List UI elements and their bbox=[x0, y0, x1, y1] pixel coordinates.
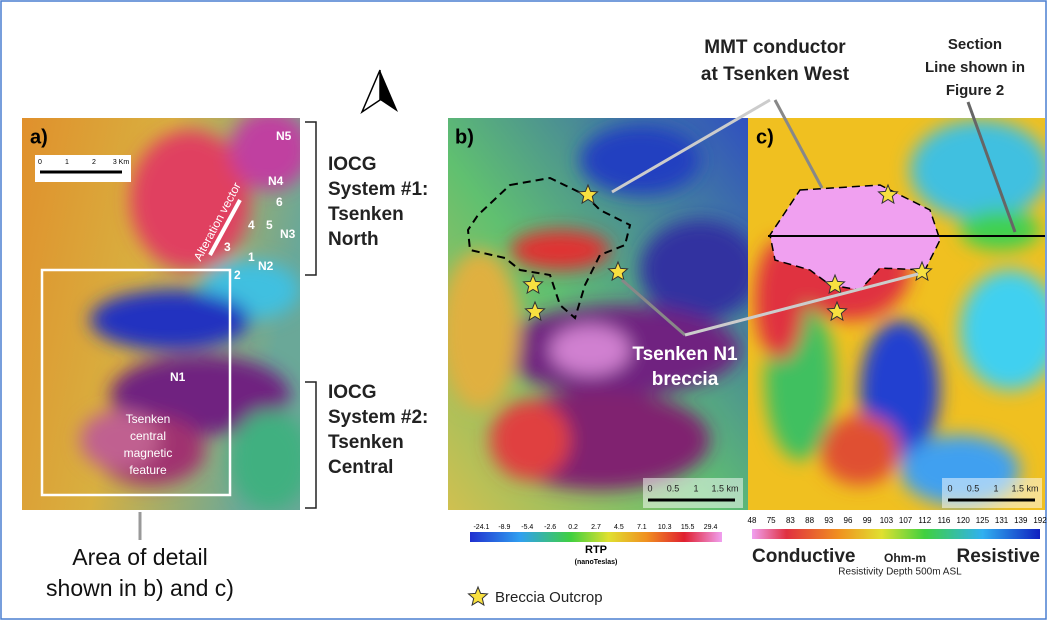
res-ticks: 48 75 83 88 93 96 99 103 107 112 116 120 125 131 139 19… bbox=[748, 516, 1047, 525]
map-b bbox=[440, 118, 760, 510]
callout-line: MMT conductor bbox=[704, 37, 846, 58]
callout-line: North bbox=[328, 229, 379, 250]
target-label: N3 bbox=[280, 227, 296, 241]
res-tick-label: 96 bbox=[844, 516, 853, 525]
breccia-legend: Breccia Outcrop bbox=[495, 589, 603, 606]
rtp-colorbar bbox=[470, 532, 722, 542]
res-tick-label: 93 bbox=[824, 516, 833, 525]
feature-line: central bbox=[130, 429, 166, 443]
scale-label: 1 bbox=[65, 159, 69, 166]
rtp-unit: (nanoTeslas) bbox=[575, 559, 618, 566]
res-unit: Ohm-m bbox=[884, 551, 926, 565]
res-tick-label: 139 bbox=[1014, 516, 1028, 525]
callout-line: at Tsenken West bbox=[701, 64, 850, 85]
res-tick-label: 131 bbox=[995, 516, 1009, 525]
scale-label: 0 bbox=[647, 483, 652, 493]
callout-line: breccia bbox=[652, 369, 719, 390]
section-callout: Section Line shown in Figure 2 bbox=[925, 36, 1025, 99]
drill-hole: 5 bbox=[266, 218, 273, 232]
res-tick-label: 116 bbox=[938, 516, 951, 525]
area-callout: Area of detail shown in b) and c) bbox=[46, 544, 234, 601]
res-tick-label: 112 bbox=[918, 516, 931, 525]
res-tick-label: 192 bbox=[1033, 516, 1047, 525]
callout-line: Tsenken bbox=[328, 432, 404, 453]
callout-line: Line shown in bbox=[925, 59, 1025, 76]
scale-label: 0.5 bbox=[667, 483, 680, 493]
res-tick-label: 103 bbox=[880, 516, 894, 525]
scale-label: 1 bbox=[693, 483, 698, 493]
res-tick-label: 99 bbox=[863, 516, 872, 525]
drill-hole: 6 bbox=[276, 195, 283, 209]
system1-callout: IOCG System #1: Tsenken North bbox=[328, 154, 428, 250]
rtp-tick-label: -8.9 bbox=[498, 524, 510, 531]
star bbox=[469, 587, 488, 605]
feature-line: feature bbox=[129, 463, 167, 477]
figure: a) 0 1 2 3 Km N5 N4 N3 N2 N1 6 5 4 3 1 2… bbox=[0, 0, 1047, 620]
res-high: Resistive bbox=[957, 546, 1040, 567]
rtp-tick-label: 2.7 bbox=[591, 524, 601, 531]
callout-line: Tsenken bbox=[328, 204, 404, 225]
scale-label: 1.5 km bbox=[711, 483, 738, 493]
callout-line: shown in b) and c) bbox=[46, 575, 234, 601]
rtp-tick-label: 7.1 bbox=[637, 524, 647, 531]
rtp-tick-label: 15.5 bbox=[681, 524, 695, 531]
res-tick-label: 107 bbox=[899, 516, 913, 525]
res-colorbar bbox=[752, 529, 1040, 539]
scale-label: 2 bbox=[92, 159, 96, 166]
scale-label: 0 bbox=[947, 483, 952, 493]
mmt-callout: MMT conductor at Tsenken West bbox=[701, 37, 850, 85]
callout-line: IOCG bbox=[328, 154, 377, 175]
rtp-tick-label: 10.3 bbox=[658, 524, 672, 531]
rtp-tick-label: 29.4 bbox=[704, 524, 718, 531]
target-label: N2 bbox=[258, 259, 274, 273]
res-tick-label: 125 bbox=[976, 516, 990, 525]
target-label: N4 bbox=[268, 174, 284, 188]
rtp-tick-label: 4.5 bbox=[614, 524, 624, 531]
rtp-tick-label: -2.6 bbox=[544, 524, 556, 531]
rtp-tick-label: -24.1 bbox=[473, 524, 489, 531]
drill-hole: 1 bbox=[248, 250, 255, 264]
map-c bbox=[748, 118, 1047, 510]
feature-line: Tsenken bbox=[126, 412, 171, 426]
panel-label: c) bbox=[756, 126, 774, 148]
callout-line: Central bbox=[328, 457, 393, 478]
north-arrow bbox=[362, 70, 398, 112]
res-caption: Resistivity Depth 500m ASL bbox=[838, 567, 962, 578]
panel-label: b) bbox=[455, 126, 474, 148]
scale-label: 0.5 bbox=[967, 483, 980, 493]
callout-line: Area of detail bbox=[72, 544, 208, 570]
panel-label: a) bbox=[30, 126, 48, 148]
system2-callout: IOCG System #2: Tsenken Central bbox=[328, 382, 428, 478]
callout-line: Figure 2 bbox=[946, 82, 1004, 99]
rtp-ticks: -24.1 -8.9 -5.4 -2.6 0.2 2.7 4.5 7.1 10.3 15.5 29.… bbox=[473, 524, 717, 531]
res-tick-label: 75 bbox=[767, 516, 776, 525]
rtp-title: RTP bbox=[585, 544, 607, 556]
drill-hole: 3 bbox=[224, 240, 231, 254]
scale-label: 3 Km bbox=[113, 159, 130, 166]
res-tick-label: 48 bbox=[748, 516, 757, 525]
drill-hole: 4 bbox=[248, 218, 255, 232]
rtp-tick-label: 0.2 bbox=[568, 524, 578, 531]
scale-label: 1.5 km bbox=[1011, 483, 1038, 493]
res-low: Conductive bbox=[752, 546, 855, 567]
scale-label: 0 bbox=[38, 159, 42, 166]
callout-line: Tsenken N1 bbox=[632, 344, 738, 365]
res-tick-label: 88 bbox=[805, 516, 814, 525]
res-tick-label: 120 bbox=[957, 516, 971, 525]
feature-line: magnetic bbox=[124, 446, 173, 460]
drill-hole: 2 bbox=[234, 268, 241, 282]
callout-line: IOCG bbox=[328, 382, 377, 403]
scale-label: 1 bbox=[993, 483, 998, 493]
callout-line: System #2: bbox=[328, 407, 428, 428]
target-label: N1 bbox=[170, 370, 186, 384]
res-tick-label: 83 bbox=[786, 516, 795, 525]
callout-line: System #1: bbox=[328, 179, 428, 200]
target-label: N5 bbox=[276, 129, 292, 143]
callout-line: Section bbox=[948, 36, 1002, 53]
rtp-tick-label: -5.4 bbox=[521, 524, 533, 531]
